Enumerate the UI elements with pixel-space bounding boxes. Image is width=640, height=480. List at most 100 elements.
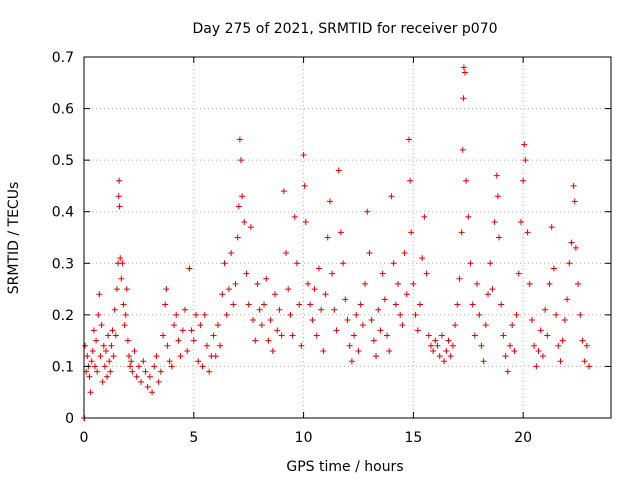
- data-point: [487, 260, 494, 267]
- data-point: [195, 358, 202, 365]
- data-point: [416, 301, 423, 308]
- data-point: [414, 327, 421, 334]
- data-point: [118, 275, 125, 282]
- data-point: [366, 249, 373, 256]
- data-point: [423, 270, 430, 277]
- data-point: [119, 260, 126, 267]
- data-point: [539, 353, 546, 360]
- data-point: [263, 275, 270, 282]
- data-point: [116, 203, 123, 210]
- data-point: [407, 177, 414, 184]
- data-point: [460, 64, 467, 71]
- data-point: [278, 332, 285, 339]
- x-tick-label: 10: [295, 430, 313, 446]
- data-point: [500, 332, 507, 339]
- data-point: [469, 301, 476, 308]
- data-point: [480, 358, 487, 365]
- data-point: [177, 353, 184, 360]
- data-point: [581, 358, 588, 365]
- data-point: [421, 213, 428, 220]
- data-point: [528, 317, 535, 324]
- data-point: [491, 219, 498, 226]
- data-point: [502, 353, 509, 360]
- data-point: [447, 353, 454, 360]
- data-point: [131, 347, 138, 354]
- data-point: [254, 280, 261, 287]
- grid-lines: [84, 57, 611, 418]
- data-point: [506, 342, 513, 349]
- data-point: [86, 373, 93, 380]
- data-point: [184, 347, 191, 354]
- data-point: [537, 327, 544, 334]
- data-point: [235, 203, 242, 210]
- data-point: [449, 342, 456, 349]
- data-point: [362, 280, 369, 287]
- y-tick-label: 0.2: [52, 308, 74, 324]
- data-point: [311, 286, 318, 293]
- data-point: [106, 358, 113, 365]
- data-point: [478, 342, 485, 349]
- data-point: [261, 301, 268, 308]
- data-point: [459, 146, 466, 153]
- data-point: [403, 291, 410, 298]
- data-point: [489, 286, 496, 293]
- data-point: [304, 280, 311, 287]
- data-point: [546, 280, 553, 287]
- data-point: [115, 193, 122, 200]
- data-point: [542, 306, 549, 313]
- data-point: [364, 208, 371, 215]
- data-point: [493, 172, 500, 179]
- data-point: [258, 322, 265, 329]
- data-point: [548, 224, 555, 231]
- data-point: [412, 311, 419, 318]
- data-point: [309, 317, 316, 324]
- data-point: [302, 219, 309, 226]
- data-point: [112, 332, 119, 339]
- chart-title: Day 275 of 2021, SRMTID for receiver p07…: [192, 21, 497, 37]
- data-point: [550, 265, 557, 272]
- data-point: [153, 353, 160, 360]
- data-point: [485, 291, 492, 298]
- data-point: [272, 291, 279, 298]
- data-point: [247, 224, 254, 231]
- data-point: [236, 136, 243, 143]
- data-point: [127, 363, 134, 370]
- data-point: [401, 249, 408, 256]
- x-axis-title: GPS time / hours: [286, 459, 403, 475]
- data-point: [445, 337, 452, 344]
- data-point: [318, 306, 325, 313]
- data-point: [521, 141, 528, 148]
- data-point: [410, 280, 417, 287]
- data-point: [175, 337, 182, 344]
- data-point: [535, 347, 542, 354]
- data-point: [283, 249, 290, 256]
- data-point: [456, 275, 463, 282]
- data-point: [269, 347, 276, 354]
- data-point: [579, 337, 586, 344]
- data-point: [201, 311, 208, 318]
- data-point: [388, 193, 395, 200]
- y-axis-title: SRMTID / TECUs: [6, 182, 22, 295]
- data-point: [124, 337, 131, 344]
- data-point: [353, 311, 360, 318]
- data-point: [146, 373, 153, 380]
- data-point: [245, 301, 252, 308]
- data-point: [225, 286, 232, 293]
- data-point: [93, 337, 100, 344]
- data-point: [533, 363, 540, 370]
- data-point: [326, 198, 333, 205]
- data-point: [239, 193, 246, 200]
- data-point: [190, 337, 197, 344]
- data-point: [348, 358, 355, 365]
- data-point: [559, 337, 566, 344]
- data-point: [142, 368, 149, 375]
- y-tick-label: 0.6: [52, 102, 74, 118]
- data-point: [99, 378, 106, 385]
- data-point: [182, 306, 189, 313]
- data-point: [572, 244, 579, 251]
- data-point: [460, 95, 467, 102]
- data-point: [107, 368, 114, 375]
- data-point: [373, 353, 380, 360]
- y-tick-label: 0.3: [52, 256, 74, 272]
